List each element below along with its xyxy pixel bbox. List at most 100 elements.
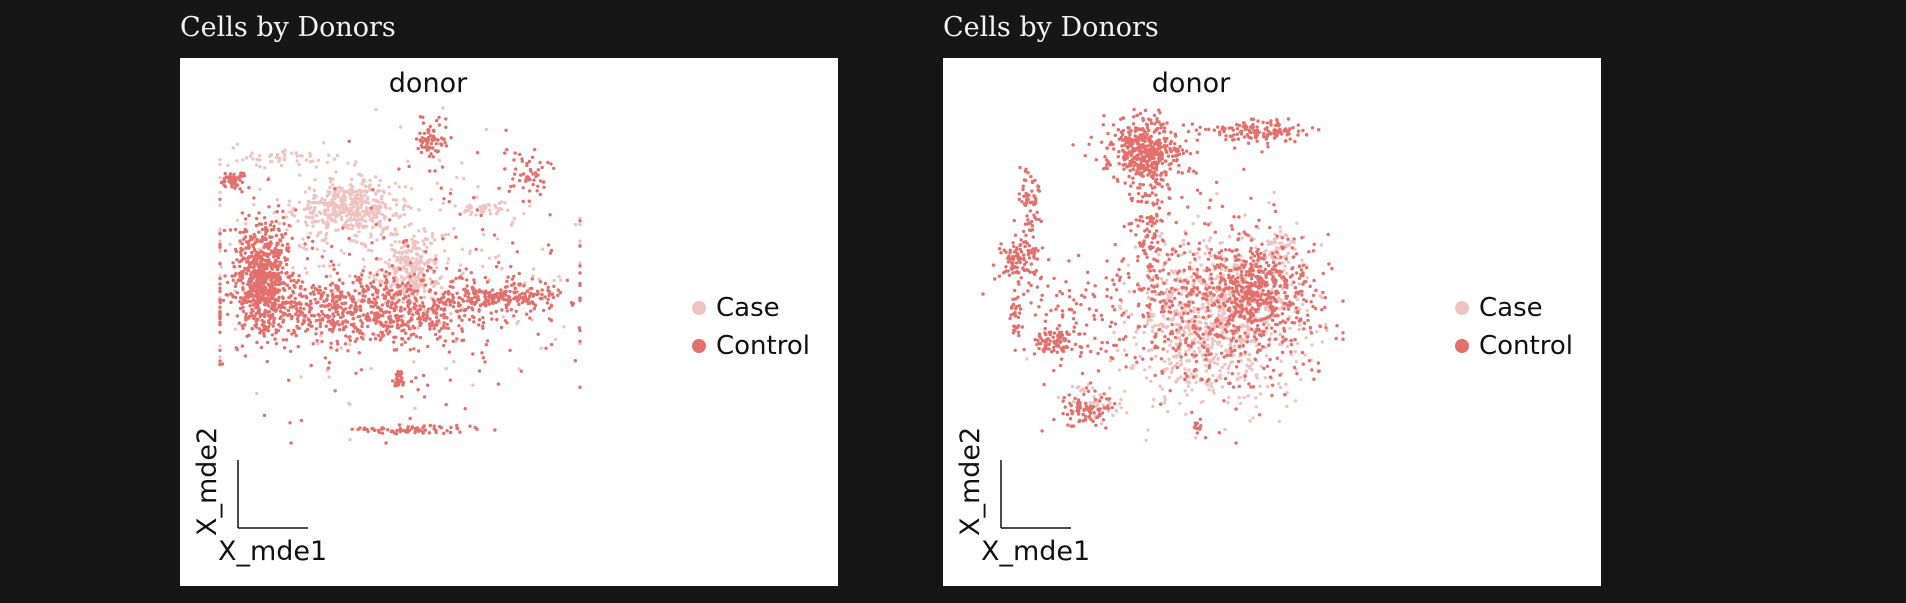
data-point-control: [260, 239, 264, 244]
data-point-control: [414, 298, 419, 302]
data-point-case: [1149, 379, 1153, 384]
data-point-case: [1310, 343, 1314, 347]
data-point-case: [375, 211, 380, 215]
data-point-control: [412, 347, 416, 351]
data-point-case: [297, 162, 301, 167]
data-point-case: [1248, 419, 1252, 423]
data-point-case: [1305, 276, 1309, 280]
data-point-control: [1181, 123, 1186, 127]
data-point-control: [1143, 229, 1147, 233]
data-point-control: [250, 275, 254, 279]
data-point-control: [1071, 317, 1076, 321]
data-point-case: [364, 184, 368, 188]
data-point-case: [324, 233, 328, 237]
data-point-case: [1284, 244, 1288, 249]
data-point-control: [252, 232, 256, 237]
data-point-control: [1044, 344, 1048, 348]
data-point-control: [385, 291, 389, 295]
data-point-control: [273, 304, 277, 308]
data-point-control: [1118, 275, 1122, 279]
data-point-control: [1026, 289, 1030, 293]
data-point-control: [361, 287, 366, 292]
data-point-control: [424, 250, 428, 254]
data-point-case: [1246, 357, 1251, 362]
data-point-control: [398, 292, 403, 296]
data-point-case: [1227, 364, 1231, 368]
data-point-case: [381, 229, 385, 234]
data-point-case: [469, 205, 474, 210]
data-point-case: [374, 199, 378, 203]
data-point-case: [1133, 245, 1138, 249]
data-point-case: [275, 155, 279, 159]
data-point-control: [385, 310, 389, 314]
data-point-case: [394, 211, 398, 215]
data-point-control: [260, 268, 265, 273]
data-point-control: [545, 301, 550, 305]
data-point-case: [403, 225, 407, 229]
data-point-control: [255, 238, 259, 242]
data-point-control: [355, 329, 360, 333]
data-point-control: [1122, 158, 1127, 162]
data-point-case: [364, 219, 368, 223]
data-point-control: [1146, 274, 1150, 278]
data-point-case: [352, 201, 356, 205]
data-point-case: [1162, 395, 1167, 399]
data-point-case: [1261, 320, 1266, 324]
data-point-control: [472, 302, 477, 306]
data-point-control: [458, 430, 462, 434]
data-point-case: [1267, 242, 1271, 247]
data-point-control: [444, 144, 449, 148]
data-point-control: [398, 429, 403, 434]
data-point-case: [1122, 281, 1126, 286]
data-point-control: [406, 425, 410, 429]
data-point-case: [1187, 380, 1191, 385]
data-point-case: [390, 247, 394, 252]
data-point-control: [307, 310, 312, 314]
data-point-control: [552, 284, 556, 289]
data-point-control: [422, 395, 427, 399]
data-point-control: [1132, 155, 1137, 159]
data-point-control: [263, 287, 268, 291]
data-point-control: [1172, 146, 1176, 150]
data-point-case: [387, 185, 391, 189]
data-point-case: [1166, 409, 1170, 414]
data-point-control: [997, 247, 1002, 251]
data-point-case: [449, 187, 453, 192]
data-point-control: [993, 277, 997, 281]
data-point-case: [218, 249, 222, 253]
data-point-control: [255, 302, 259, 307]
data-point-control: [329, 341, 333, 345]
data-point-control: [456, 301, 461, 305]
data-point-control: [333, 187, 337, 191]
data-point-case: [309, 205, 313, 209]
data-point-control: [1157, 152, 1161, 156]
data-point-case: [1235, 377, 1239, 381]
data-point-case: [1212, 339, 1216, 343]
data-point-control: [1100, 340, 1104, 345]
data-point-case: [1231, 353, 1236, 357]
data-point-case: [1145, 322, 1150, 326]
data-point-control: [356, 315, 360, 319]
data-point-case: [412, 261, 416, 265]
data-point-control: [529, 169, 533, 173]
data-point-case: [1215, 192, 1219, 196]
data-point-control: [292, 328, 296, 333]
data-point-control: [266, 340, 270, 345]
data-point-control: [1169, 150, 1173, 154]
data-point-case: [218, 274, 222, 278]
data-point-control: [271, 324, 275, 328]
data-point-control: [1274, 123, 1279, 127]
data-point-control: [239, 253, 243, 257]
data-point-control: [385, 281, 389, 285]
data-point-control: [380, 427, 384, 431]
data-point-control: [235, 314, 240, 318]
data-point-control: [256, 293, 261, 298]
data-point-control: [457, 316, 462, 320]
data-point-case: [1215, 362, 1219, 366]
data-point-case: [319, 333, 323, 338]
data-point-case: [1151, 313, 1156, 317]
data-point-case: [1158, 234, 1162, 239]
data-point-case: [268, 154, 272, 158]
data-point-control: [538, 160, 542, 165]
data-point-case: [342, 198, 346, 202]
